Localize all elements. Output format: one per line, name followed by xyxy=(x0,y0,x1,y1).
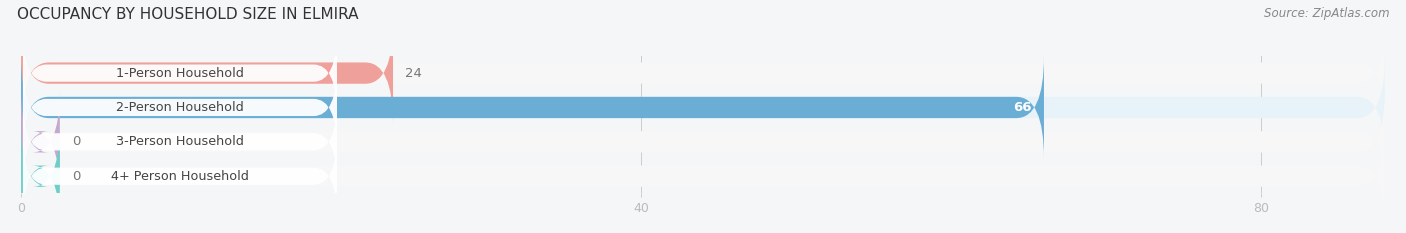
FancyBboxPatch shape xyxy=(21,22,394,124)
FancyBboxPatch shape xyxy=(21,91,60,193)
FancyBboxPatch shape xyxy=(21,56,1045,159)
FancyBboxPatch shape xyxy=(21,56,1385,159)
Text: 24: 24 xyxy=(405,67,422,80)
FancyBboxPatch shape xyxy=(22,30,337,116)
FancyBboxPatch shape xyxy=(22,133,337,219)
Text: 0: 0 xyxy=(72,135,80,148)
Text: 3-Person Household: 3-Person Household xyxy=(117,135,243,148)
Text: 2-Person Household: 2-Person Household xyxy=(117,101,243,114)
FancyBboxPatch shape xyxy=(21,91,1385,193)
FancyBboxPatch shape xyxy=(21,22,1385,124)
Text: OCCUPANCY BY HOUSEHOLD SIZE IN ELMIRA: OCCUPANCY BY HOUSEHOLD SIZE IN ELMIRA xyxy=(17,7,359,22)
Text: 4+ Person Household: 4+ Person Household xyxy=(111,170,249,183)
Text: 1-Person Household: 1-Person Household xyxy=(117,67,243,80)
Text: 0: 0 xyxy=(72,170,80,183)
FancyBboxPatch shape xyxy=(21,125,60,227)
FancyBboxPatch shape xyxy=(22,65,337,151)
FancyBboxPatch shape xyxy=(21,125,1385,227)
Text: Source: ZipAtlas.com: Source: ZipAtlas.com xyxy=(1264,7,1389,20)
Text: 66: 66 xyxy=(1014,101,1032,114)
FancyBboxPatch shape xyxy=(22,99,337,185)
